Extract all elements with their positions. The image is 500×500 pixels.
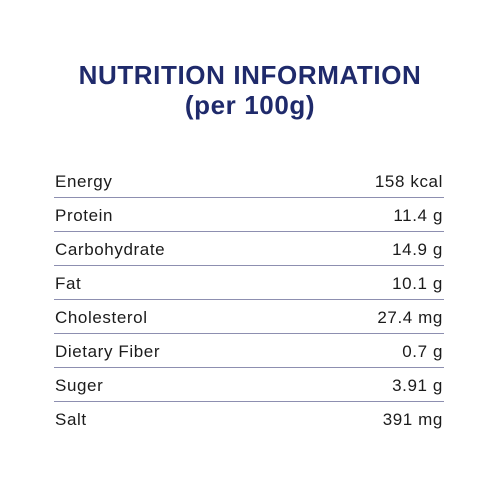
nutrient-label: Salt [55, 410, 87, 429]
nutrient-value: 11.4 g [393, 205, 443, 225]
table-row-protein: Protein 11.4 g [54, 198, 444, 232]
nutrient-value: 10.1 g [392, 273, 443, 293]
table-row-fat: Fat 10.1 g [54, 266, 444, 300]
nutrient-value: 27.4 mg [377, 307, 443, 327]
nutrient-label: Energy [55, 171, 113, 191]
table-row-sugar: Suger 3.91 g [54, 368, 444, 402]
page-title: NUTRITION INFORMATION (per 100g) [0, 60, 500, 120]
nutrient-value: 14.9 g [392, 239, 443, 259]
nutrient-value: 3.91 g [392, 375, 443, 395]
table-row-carbohydrate: Carbohydrate 14.9 g [54, 232, 444, 266]
table-row-energy: Energy 158 kcal [54, 164, 444, 198]
title-main: NUTRITION INFORMATION [78, 60, 422, 90]
title-subtitle: (per 100g) [184, 90, 316, 120]
table-row-cholesterol: Cholesterol 27.4 mg [54, 300, 444, 334]
nutrient-label: Carbohydrate [55, 239, 166, 259]
nutrient-label: Fat [55, 273, 82, 293]
nutrient-label: Dietary Fiber [55, 341, 161, 361]
nutrient-label: Cholesterol [55, 307, 148, 327]
nutrient-value: 391 mg [382, 410, 443, 429]
nutrient-label: Suger [55, 375, 104, 395]
nutrient-label: Protein [55, 205, 114, 225]
table-row-dietary-fiber: Dietary Fiber 0.7 g [54, 334, 444, 368]
nutrition-table: Energy 158 kcal Protein 11.4 g Carbohydr… [54, 164, 444, 436]
nutrient-value: 0.7 g [402, 341, 443, 361]
nutrient-value: 158 kcal [374, 171, 443, 191]
table-row-salt: Salt 391 mg [54, 402, 444, 436]
